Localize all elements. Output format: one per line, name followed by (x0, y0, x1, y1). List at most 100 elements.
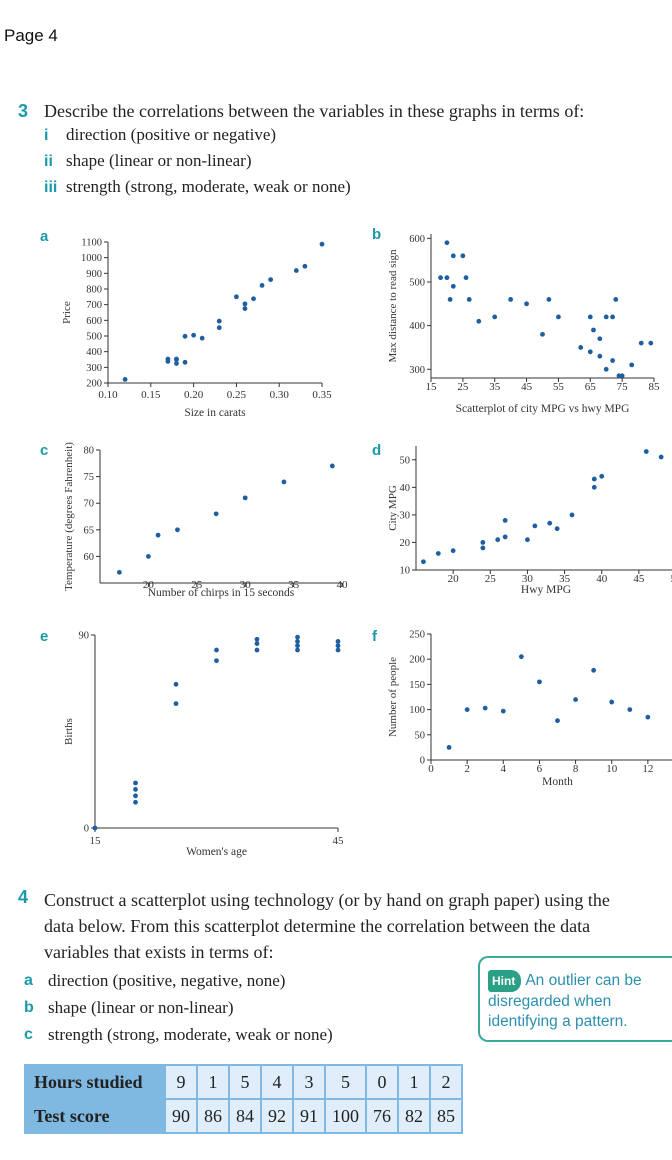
data-point (92, 825, 98, 831)
y-tick-label: 30 (400, 510, 411, 521)
x-tick-label: 10 (606, 763, 618, 775)
question-3-text: Describe the correlations between the va… (44, 101, 585, 121)
panel-label-d: d (372, 442, 382, 459)
data-point (610, 358, 615, 363)
question-3-number: 3 (18, 101, 29, 121)
axes: 20 25 30 35 40 45 50 10 20 30 40 50 (400, 446, 672, 585)
panel-label-b: b (372, 226, 382, 243)
data-point (281, 479, 287, 485)
q4-line: data below. From this scatterplot determ… (44, 916, 591, 936)
data-point (591, 667, 597, 673)
x-axis-label: Women's age (186, 846, 247, 858)
data-point (173, 701, 179, 707)
x-tick-label: 85 (649, 381, 661, 393)
q4-item-marker: c (24, 1026, 33, 1043)
y-tick-label: 500 (86, 332, 102, 343)
data-point (319, 241, 325, 247)
x-tick-label: 35 (489, 381, 501, 393)
data-point (302, 263, 308, 269)
data-point (480, 540, 486, 545)
data-point (438, 275, 443, 281)
y-tick-label: 70 (84, 499, 95, 510)
data-point (213, 511, 219, 517)
data-point (492, 314, 498, 320)
x-tick-label: 30 (522, 573, 534, 585)
q4-item-text: strength (strong, moderate, weak or none… (48, 1025, 333, 1044)
scatterplot-f: 02468101214050100150200250MonthNumber of… (387, 630, 672, 788)
data-point (645, 714, 651, 720)
table-cell: 3 (292, 1064, 326, 1100)
data-point (295, 643, 300, 649)
y-tick-label: 0 (420, 756, 425, 767)
data-point (591, 484, 597, 490)
data-point (532, 523, 538, 529)
data-point (216, 325, 222, 331)
y-tick-label: 75 (84, 472, 95, 483)
data-point (182, 359, 188, 365)
y-tick-label: 250 (409, 630, 425, 641)
x-tick-label: 0.25 (227, 389, 247, 401)
table-cell: 5 (324, 1064, 367, 1100)
data-point (599, 473, 605, 479)
x-tick-label: 25 (457, 381, 469, 393)
data-point (658, 454, 664, 460)
data-point (295, 647, 300, 653)
x-tick-label: 35 (559, 573, 571, 585)
row-header-hours: Hours studied (24, 1064, 166, 1100)
data-point (508, 297, 514, 302)
x-tick-label: 75 (617, 381, 629, 393)
data-point (629, 362, 635, 368)
question-4-number: 4 (18, 887, 29, 907)
y-tick-label: 1100 (81, 238, 102, 249)
data-point (214, 647, 219, 653)
data-point (146, 554, 151, 559)
hint-text: An outlier can be disregarded when ident… (488, 972, 642, 1030)
table-cell: 5 (228, 1064, 262, 1100)
y-tick-label: 1000 (81, 253, 102, 264)
data-point (199, 335, 205, 341)
data-point (540, 331, 545, 337)
scatterplot-b: 15 25 35 45 55 65 75 85 300 400 500 600 Scatterplot … (387, 234, 661, 415)
data-point (556, 314, 561, 320)
y-tick-label: 600 (409, 234, 425, 245)
q4-item-marker: b (24, 999, 34, 1016)
table-cell: 85 (429, 1098, 463, 1134)
data-point (597, 336, 603, 342)
x-tick-label: 6 (537, 763, 543, 775)
x-tick-label: 25 (485, 573, 497, 585)
q4-item-text: direction (positive, negative, none) (48, 971, 286, 990)
table-cell: 84 (228, 1098, 262, 1134)
data-point (421, 559, 426, 565)
y-tick-label: 400 (86, 347, 102, 358)
question-4-text: Construct a scatterplot using technology… (44, 887, 664, 965)
x-tick-label: 0.10 (98, 389, 118, 401)
x-tick-label: 65 (585, 381, 597, 393)
y-tick-label: 600 (86, 316, 102, 327)
y-tick-label: 300 (409, 365, 425, 376)
y-tick-label: 500 (409, 278, 425, 289)
data-point (242, 301, 248, 307)
data-point (518, 654, 524, 660)
y-axis-label: Births (63, 718, 75, 745)
q4-line: variables that exists in terms of: (44, 942, 274, 962)
table-cell: 1 (397, 1064, 431, 1100)
data-point (450, 283, 456, 289)
data-point (525, 537, 530, 543)
x-tick-label: 12 (642, 763, 653, 775)
data-point (242, 306, 248, 311)
q3-item-text: direction (positive or negative) (66, 125, 277, 144)
hint-box: Hint An outlier can be disregarded when i… (478, 956, 672, 1042)
y-tick-label: 60 (84, 552, 95, 563)
q3-item-marker: i (44, 127, 49, 144)
data-point (216, 318, 222, 324)
y-tick-label: 200 (86, 379, 102, 390)
q3-item-marker: iii (44, 179, 58, 196)
axes: 02468101214050100150200250 (409, 630, 672, 775)
table-cell: 2 (429, 1064, 463, 1100)
data-point (214, 658, 219, 664)
q3-item-iii: iii (44, 179, 57, 197)
data-point (603, 366, 609, 372)
y-tick-label: 10 (400, 566, 411, 577)
scatterplot-d: 20 25 30 35 40 45 50 10 20 30 40 50 Hwy MPG City MPG (387, 446, 672, 596)
scatterplot-c: 20 25 30 35 40 60 65 70 75 80 Number of chirps in … (63, 442, 348, 599)
